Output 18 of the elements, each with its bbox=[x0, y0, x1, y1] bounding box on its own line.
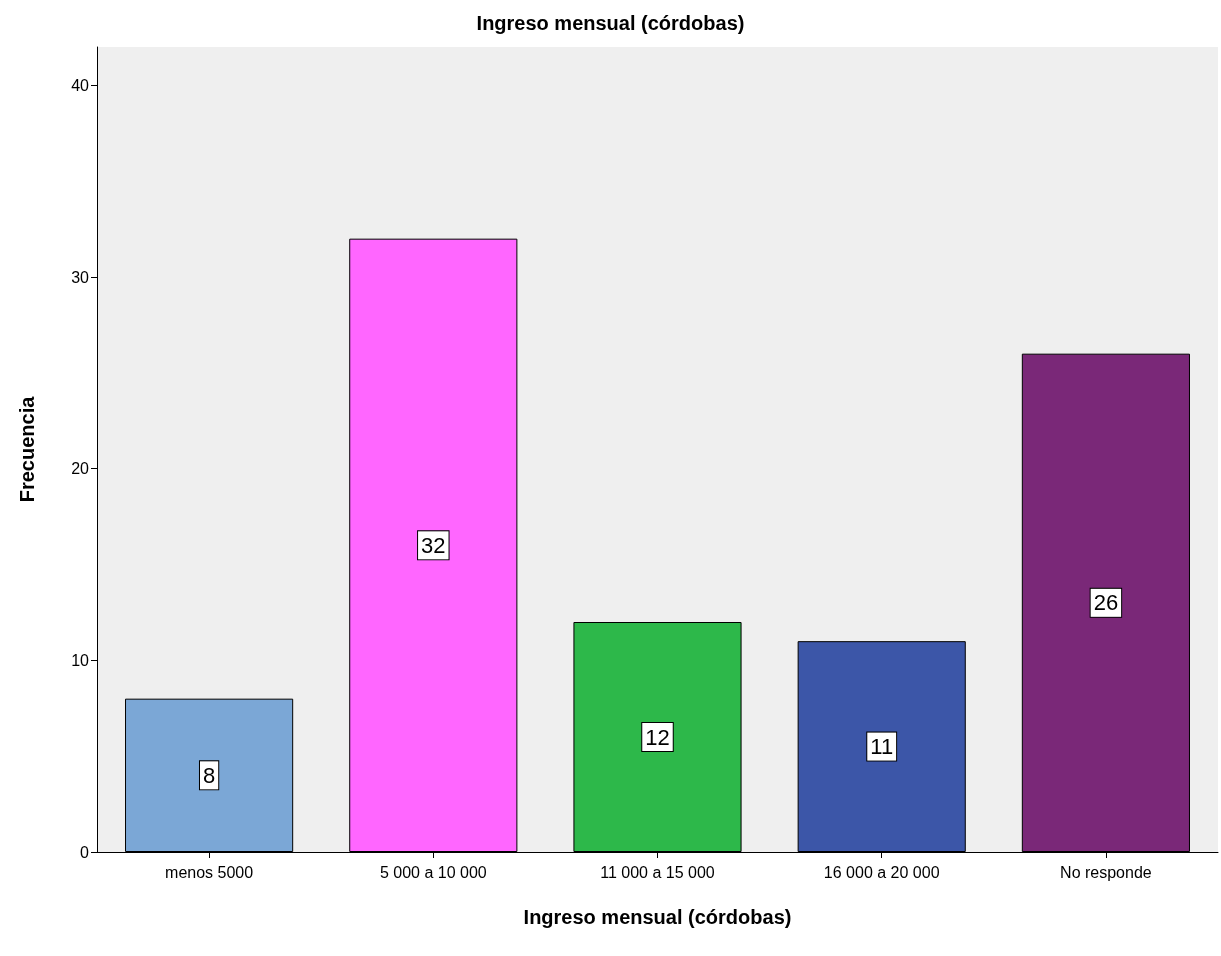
x-tick-label: No responde bbox=[1060, 863, 1152, 881]
x-axis-title: Ingreso mensual (córdobas) bbox=[523, 906, 792, 928]
chart-title: Ingreso mensual (córdobas) bbox=[476, 12, 745, 34]
data-label: 8 bbox=[202, 762, 216, 788]
x-tick-label: 11 000 a 15 000 bbox=[600, 863, 715, 881]
y-tick-label: 30 bbox=[71, 268, 90, 286]
x-tick-label: menos 5000 bbox=[165, 863, 254, 881]
x-tick-label: 16 000 a 20 000 bbox=[823, 863, 940, 881]
data-label: 32 bbox=[421, 532, 446, 558]
data-label: 12 bbox=[645, 724, 670, 750]
y-tick-label: 10 bbox=[71, 651, 90, 669]
data-label: 11 bbox=[870, 734, 894, 760]
y-tick-label: 40 bbox=[71, 76, 90, 94]
y-tick-label: 0 bbox=[80, 843, 90, 861]
x-tick-label: 5 000 a 10 000 bbox=[379, 863, 487, 881]
y-tick-label: 20 bbox=[71, 460, 90, 478]
y-axis-title: Frecuencia bbox=[16, 395, 38, 503]
data-label: 26 bbox=[1093, 590, 1119, 616]
